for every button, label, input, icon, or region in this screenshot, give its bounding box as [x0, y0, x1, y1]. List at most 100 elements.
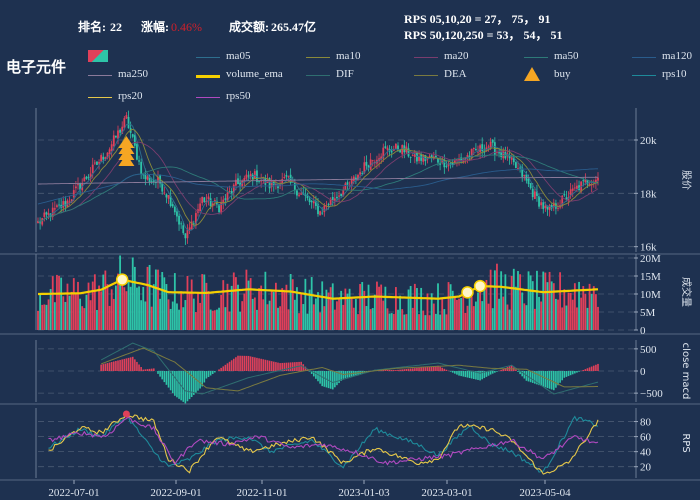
volume-bar	[247, 280, 250, 330]
volume-bar	[336, 301, 338, 330]
legend-label-rps10: rps10	[662, 68, 687, 80]
macd-bar	[287, 362, 290, 371]
volume-bar	[260, 285, 263, 330]
legend-label-ma20: ma20	[444, 50, 469, 62]
volume-bar	[546, 282, 549, 330]
macd-bar	[152, 368, 155, 371]
volume-bar	[350, 298, 353, 330]
macd-bar	[195, 371, 197, 393]
volume-bar	[228, 311, 231, 330]
candle	[312, 201, 315, 204]
volume-bar	[578, 281, 580, 330]
volume-bar	[308, 289, 311, 330]
candle	[538, 195, 540, 207]
volume-bar	[397, 309, 399, 330]
volume-bar	[594, 294, 597, 330]
candle	[540, 202, 543, 206]
macd-bar	[489, 371, 492, 375]
volume-bar	[194, 312, 197, 330]
macd-bar	[555, 371, 557, 388]
legend-swatch-ma05	[196, 57, 220, 58]
candle	[533, 191, 536, 199]
macd-bar	[272, 361, 275, 371]
candle	[161, 182, 164, 192]
candle	[567, 197, 570, 202]
volume-bar	[110, 289, 113, 330]
volume-bar	[300, 292, 303, 330]
macd-bar	[262, 359, 265, 371]
volume-bar	[569, 292, 572, 330]
candle	[121, 126, 124, 134]
candle	[327, 204, 330, 206]
volume-bar	[590, 293, 593, 330]
candle	[87, 176, 90, 178]
volume-bar	[597, 306, 599, 330]
volume-bar	[426, 293, 429, 330]
macd-bar	[226, 363, 229, 371]
candle	[89, 173, 92, 179]
candle	[443, 159, 446, 168]
candle	[226, 192, 229, 202]
candle	[230, 190, 233, 194]
macd-bar	[519, 371, 521, 375]
volume-bar	[550, 281, 553, 330]
volume-bar	[464, 312, 467, 330]
macd-bar	[224, 364, 227, 371]
volume-bar	[384, 286, 387, 330]
candle	[512, 157, 515, 163]
volume-bar	[531, 281, 534, 330]
volume-bar	[207, 291, 210, 330]
macd-bar	[222, 366, 225, 371]
volume-bar	[544, 272, 547, 330]
volume-bar	[405, 314, 408, 330]
volume-bar	[79, 298, 82, 330]
candle	[468, 155, 471, 158]
volume-bar	[449, 284, 452, 330]
macd-bar	[456, 371, 458, 375]
macd-bar	[464, 371, 467, 378]
macd-bar	[588, 367, 591, 371]
candle	[390, 150, 393, 153]
macd-bar	[161, 371, 164, 380]
volume-bar	[167, 299, 170, 330]
buy-signal-marker	[118, 136, 135, 148]
candle	[167, 195, 170, 199]
candle	[441, 158, 444, 164]
volume-bar	[148, 264, 151, 330]
candle	[563, 194, 566, 196]
macd-bar	[510, 365, 513, 371]
macd-bar	[458, 371, 460, 376]
volume-bar	[226, 283, 229, 330]
macd-bar	[416, 367, 418, 371]
macd-bar	[329, 371, 332, 389]
volume-bar	[251, 298, 254, 330]
macd-bar	[334, 371, 336, 388]
macd-bar	[477, 371, 479, 380]
macd-bar	[310, 371, 313, 374]
volume-bar	[190, 279, 193, 330]
volume-bar	[420, 287, 423, 330]
candle	[561, 195, 564, 206]
macd-bar	[157, 371, 159, 374]
x-tick-label: 2022-07-01	[48, 487, 99, 499]
candle	[394, 143, 397, 150]
candle	[449, 162, 452, 165]
macd-bar	[323, 371, 326, 387]
candle	[350, 179, 353, 187]
volume-bar	[371, 308, 374, 330]
candle	[401, 145, 404, 155]
volume-bar	[576, 307, 578, 330]
volume-tick-label: 0	[640, 325, 646, 337]
volume-bar	[432, 303, 435, 330]
volume-bar	[266, 304, 269, 330]
volume-bar	[493, 270, 496, 330]
macd-bar	[338, 371, 340, 384]
volume-bar	[529, 275, 532, 330]
candle	[274, 184, 277, 185]
volume-bar	[287, 309, 290, 330]
candle	[234, 179, 237, 186]
volume-bar	[325, 289, 328, 330]
volume-bar	[439, 314, 442, 330]
macd-bar	[475, 371, 477, 380]
rps-peak-marker	[122, 410, 130, 418]
